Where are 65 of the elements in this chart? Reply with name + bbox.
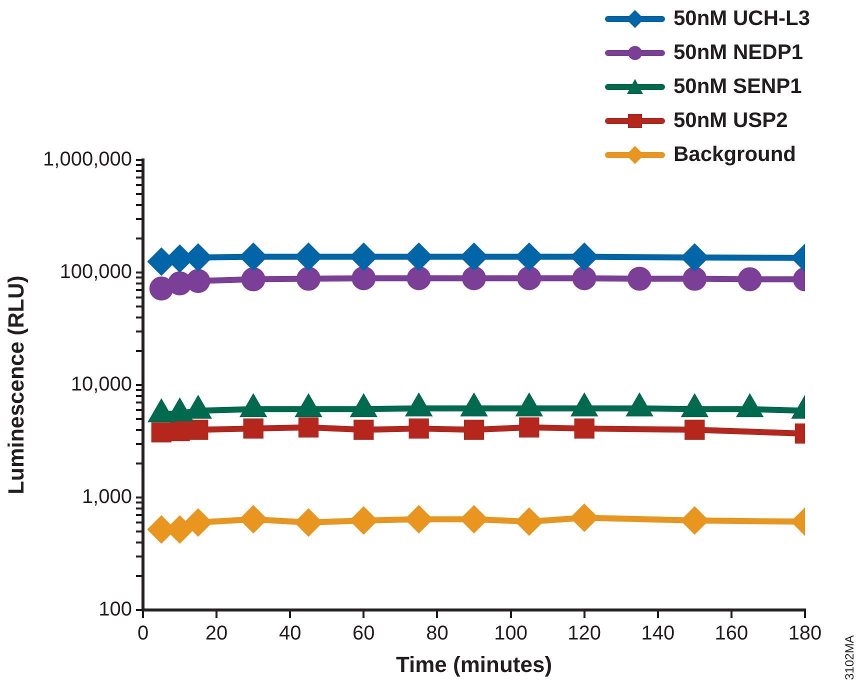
point — [519, 417, 540, 438]
x-tick-label: 60 — [352, 622, 375, 645]
point — [406, 266, 431, 290]
point — [572, 266, 596, 290]
point — [682, 507, 708, 534]
x-tick-label: 120 — [568, 622, 602, 645]
point — [516, 508, 542, 535]
y-tick-label: 10,000 — [70, 374, 132, 396]
point — [682, 244, 708, 270]
legend-label: 50nM UCH-L3 — [673, 7, 810, 31]
point — [296, 244, 322, 270]
point — [461, 506, 487, 532]
y-axis-title: Luminescence (RLU) — [3, 276, 28, 494]
point — [628, 266, 652, 291]
point — [516, 244, 542, 270]
legend-label: 50nM USP2 — [673, 109, 788, 133]
x-tick-label: 40 — [278, 622, 302, 645]
point — [461, 244, 487, 270]
point — [574, 418, 594, 439]
x-axis-title: Time (minutes) — [396, 652, 552, 677]
x-tick-label: 140 — [641, 622, 675, 645]
point — [243, 418, 264, 439]
point — [517, 266, 542, 290]
y-tick-label: 100,000 — [60, 261, 132, 284]
point — [149, 276, 174, 301]
x-tick-label: 0 — [137, 622, 149, 645]
point — [350, 244, 377, 270]
point — [406, 506, 432, 532]
x-tick-label: 100 — [494, 622, 528, 645]
point — [406, 244, 432, 270]
point — [186, 269, 210, 294]
x-tick-label: 80 — [426, 622, 448, 645]
y-tick-label: 1,000,000 — [43, 148, 132, 171]
point — [296, 266, 320, 291]
point — [151, 422, 172, 442]
x-tick-label: 180 — [788, 622, 822, 645]
point — [682, 266, 707, 291]
point — [571, 244, 598, 270]
point — [684, 420, 705, 440]
point — [241, 267, 266, 292]
y-tick-label: 1,000 — [82, 486, 132, 508]
x-tick-label: 20 — [205, 622, 228, 645]
point — [240, 506, 266, 532]
point — [148, 248, 174, 275]
point — [408, 418, 429, 439]
x-tick-label: 160 — [714, 622, 748, 645]
point — [240, 244, 266, 270]
y-tick-label: 100 — [98, 598, 132, 621]
point — [464, 420, 484, 440]
text: 3102MA — [842, 635, 856, 680]
point — [298, 417, 319, 438]
point — [170, 420, 190, 442]
point — [571, 504, 598, 531]
legend-label: Background — [673, 143, 796, 167]
point — [168, 271, 192, 296]
point — [185, 509, 212, 536]
point — [354, 420, 374, 440]
point — [350, 507, 377, 534]
point — [188, 420, 208, 440]
point — [296, 509, 322, 536]
legend-label: 50nM SENP1 — [673, 75, 802, 99]
point — [738, 267, 762, 292]
point — [462, 266, 486, 290]
legend-label: 50nM NEDP1 — [673, 41, 804, 65]
point — [352, 266, 376, 290]
